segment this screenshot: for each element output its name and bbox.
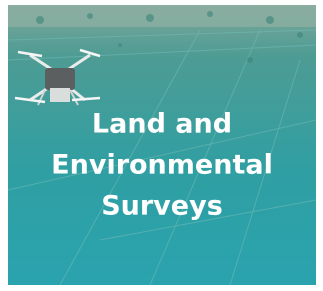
title-line: Environmental — [51, 150, 273, 181]
title-line: Surveys — [101, 191, 223, 222]
background-image — [8, 5, 316, 285]
title-line: Land and — [92, 109, 232, 140]
page: Land and Environmental Surveys (() => { … — [0, 0, 323, 291]
survey-card: Land and Environmental Surveys — [0, 0, 323, 291]
